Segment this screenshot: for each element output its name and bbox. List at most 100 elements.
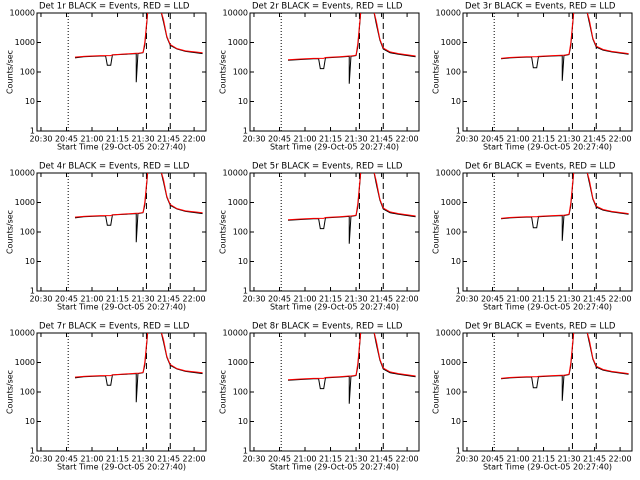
panel: Det 2r BLACK = Events, RED = LLD Start Ti… — [219, 2, 420, 152]
panel: Det 1r BLACK = Events, RED = LLD Start Ti… — [6, 2, 207, 152]
y-tick-label: 10 — [451, 417, 461, 426]
y-tick-label: 1 — [30, 447, 35, 456]
x-tick-label: 21:45 — [370, 135, 393, 144]
y-tick-label: 100 — [20, 68, 35, 77]
y-tick-label: 100 — [233, 228, 248, 237]
plot-lines — [74, 13, 203, 83]
y-tick-label: 100 — [446, 388, 461, 397]
x-tick-label: 21:15 — [106, 135, 129, 144]
y-tick-label: 100 — [20, 388, 35, 397]
y-axis-label: Counts/sec — [432, 210, 441, 254]
chart-title: Det 8r BLACK = Events, RED = LLD — [252, 322, 403, 332]
x-axis-label: Start Time (29-Oct-05 20:27:40) — [57, 463, 186, 472]
plot-lines — [287, 13, 416, 84]
x-tick-label: 20:30 — [29, 135, 52, 144]
y-tick-label: 1000 — [441, 38, 461, 47]
plot-frame — [249, 172, 420, 292]
x-tick-label: 20:30 — [455, 295, 478, 304]
chart-title: Det 4r BLACK = Events, RED = LLD — [39, 162, 190, 172]
x-tick-label: 21:15 — [319, 135, 342, 144]
series-line — [74, 333, 203, 403]
y-tick-label: 10 — [451, 97, 461, 106]
y-axis-label: Counts/sec — [432, 370, 441, 414]
x-tick-label: 20:30 — [455, 455, 478, 464]
x-tick-label: 21:00 — [506, 455, 529, 464]
y-tick-label: 10000 — [10, 9, 35, 18]
plot-frame — [249, 332, 420, 452]
y-tick-label: 1 — [243, 287, 248, 296]
x-tick-label: 21:45 — [157, 455, 180, 464]
x-tick-label: 21:15 — [106, 455, 129, 464]
x-tick-label: 20:45 — [268, 135, 291, 144]
plot-lines — [74, 173, 203, 243]
y-tick-label: 1000 — [15, 198, 35, 207]
x-tick-label: 21:45 — [583, 135, 606, 144]
y-tick-label: 1 — [456, 447, 461, 456]
y-tick-label: 100 — [446, 228, 461, 237]
y-tick-label: 10 — [25, 417, 35, 426]
y-axis-label: Counts/sec — [6, 370, 15, 414]
y-tick-label: 1000 — [441, 358, 461, 367]
x-tick-label: 21:30 — [132, 135, 155, 144]
x-tick-label: 20:45 — [481, 455, 504, 464]
x-tick-label: 20:45 — [268, 295, 291, 304]
y-tick-label: 100 — [20, 228, 35, 237]
y-tick-label: 1000 — [228, 358, 248, 367]
y-tick-label: 10 — [238, 257, 248, 266]
x-tick-label: 21:00 — [506, 135, 529, 144]
y-tick-label: 10000 — [436, 329, 461, 338]
y-axis-label: Counts/sec — [6, 50, 15, 94]
x-tick-label: 20:45 — [55, 135, 78, 144]
chart-title: Det 7r BLACK = Events, RED = LLD — [39, 322, 190, 332]
x-tick-label: 20:45 — [268, 455, 291, 464]
y-tick-label: 1 — [243, 447, 248, 456]
series-line — [287, 13, 416, 84]
x-tick-label: 20:30 — [29, 455, 52, 464]
x-tick-label: 21:30 — [132, 455, 155, 464]
x-tick-label: 21:30 — [132, 295, 155, 304]
y-tick-label: 100 — [233, 68, 248, 77]
y-tick-label: 100 — [446, 68, 461, 77]
x-tick-label: 22:00 — [396, 295, 419, 304]
series-line — [74, 173, 203, 218]
plot-frame — [462, 332, 633, 452]
chart-title: Det 1r BLACK = Events, RED = LLD — [39, 2, 190, 12]
y-tick-label: 1000 — [228, 38, 248, 47]
x-axis-label: Start Time (29-Oct-05 20:27:40) — [57, 143, 186, 152]
plot-lines — [287, 333, 416, 404]
y-tick-label: 1000 — [441, 198, 461, 207]
series-line — [500, 333, 629, 379]
panel: Det 6r BLACK = Events, RED = LLD Start Ti… — [432, 162, 633, 312]
x-tick-label: 21:45 — [157, 135, 180, 144]
x-tick-label: 20:30 — [242, 455, 265, 464]
plot-frame — [462, 12, 633, 132]
plot-frame — [36, 12, 207, 132]
plot-frame — [462, 172, 633, 292]
x-tick-label: 21:45 — [583, 295, 606, 304]
panel: Det 9r BLACK = Events, RED = LLD Start Ti… — [432, 322, 633, 472]
x-tick-label: 21:45 — [157, 295, 180, 304]
x-tick-label: 21:15 — [532, 295, 555, 304]
x-tick-label: 20:45 — [481, 295, 504, 304]
y-tick-label: 10000 — [10, 329, 35, 338]
y-axis-label: Counts/sec — [432, 50, 441, 94]
series-line — [500, 13, 629, 81]
panel: Det 8r BLACK = Events, RED = LLD Start Ti… — [219, 322, 420, 472]
y-axis-label: Counts/sec — [219, 210, 228, 254]
x-tick-label: 22:00 — [183, 455, 206, 464]
x-axis-label: Start Time (29-Oct-05 20:27:40) — [483, 303, 612, 312]
plot-lines — [287, 173, 416, 244]
x-tick-label: 21:15 — [532, 135, 555, 144]
x-tick-label: 21:00 — [80, 295, 103, 304]
x-axis-label: Start Time (29-Oct-05 20:27:40) — [270, 463, 399, 472]
panel: Det 3r BLACK = Events, RED = LLD Start Ti… — [432, 2, 633, 152]
x-tick-label: 20:45 — [481, 135, 504, 144]
series-line — [287, 173, 416, 244]
y-tick-label: 10000 — [436, 9, 461, 18]
x-tick-label: 21:00 — [80, 135, 103, 144]
series-line — [74, 13, 203, 83]
y-tick-label: 1 — [30, 127, 35, 136]
panel: Det 4r BLACK = Events, RED = LLD Start Ti… — [6, 162, 207, 312]
x-tick-label: 21:45 — [583, 455, 606, 464]
x-tick-label: 21:30 — [558, 135, 581, 144]
